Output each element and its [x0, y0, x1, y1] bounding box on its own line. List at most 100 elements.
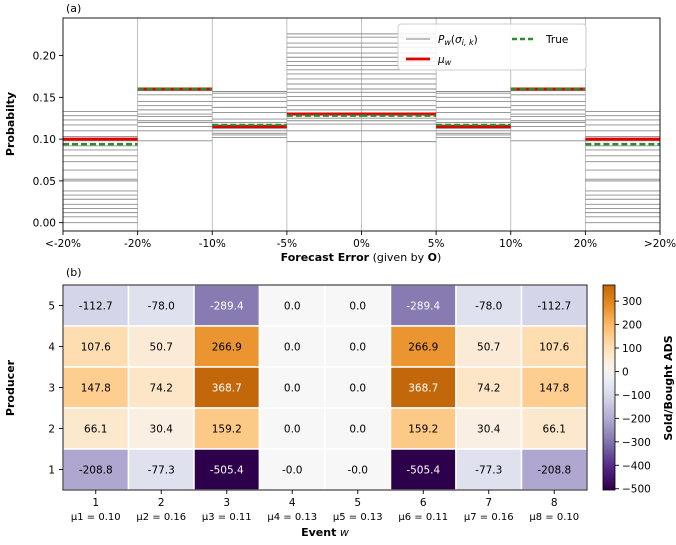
heatmap-cell-value: 74.2 [150, 383, 173, 395]
heatmap-cell [193, 366, 261, 409]
heatmap-x-sublabel: μ6 = 0.11 [398, 512, 448, 523]
heatmap-x-tick-label: 2 [158, 497, 165, 509]
panel-a-y-axis-label: Probabilty [4, 92, 17, 156]
heatmap-cell [389, 407, 457, 450]
panel-a-x-ticks: <-20% -20% -10% -5% 0% 5% 10% 20% >20% [45, 231, 676, 250]
panel-a-label: (a) [66, 2, 81, 15]
heatmap-y-ticks: 5 4 3 2 1 [48, 301, 63, 477]
heatmap-cell-value: -78.0 [148, 301, 175, 313]
x-tick-label: 20% [574, 238, 597, 250]
heatmap-x-tick-label: 6 [420, 497, 427, 509]
panel-a-legend: Pw(σi, k) True μw [397, 23, 587, 71]
heatmap-x-sublabel: μ4 = 0.13 [267, 512, 317, 523]
heatmap-cell-value: 74.2 [477, 383, 500, 395]
heatmap-cell-value: 159.2 [212, 424, 242, 436]
heatmap-cells: -112.7 -78.0 -289.4 0.0 0.0 -289.4 -78.0 -112.7… [62, 284, 588, 491]
panel-b-y-axis-label: Producer [4, 359, 17, 416]
x-tick-label: -5% [277, 238, 297, 250]
heatmap-cell [324, 366, 392, 409]
heatmap-cell [193, 325, 261, 368]
heatmap-cell [62, 284, 130, 327]
heatmap-cell-value: -289.4 [406, 301, 440, 313]
panel-b-x-axis-label: Event w [301, 526, 349, 539]
y-tick-label: 0.10 [33, 134, 56, 146]
heatmap-y-tick-label: 5 [48, 301, 55, 313]
colorbar [602, 284, 616, 491]
y-tick-label: 0.20 [33, 51, 56, 63]
heatmap-cell-value: 368.7 [212, 383, 242, 395]
legend-label-true: True [545, 34, 568, 46]
colorbar-tick-label: 200 [622, 320, 642, 332]
heatmap-cell-value: 30.4 [150, 424, 174, 436]
colorbar-tick-label: −400 [622, 460, 651, 472]
heatmap-cell [193, 448, 261, 491]
heatmap-cell-value: 0.0 [284, 301, 301, 313]
heatmap-cell [127, 366, 195, 409]
heatmap-cell [62, 407, 130, 450]
y-tick-label: 0.00 [33, 218, 56, 230]
colorbar-tick-label: −300 [622, 437, 651, 449]
heatmap-cell-value: 107.6 [81, 342, 111, 354]
panel-b-x-axis-label-main: Event [301, 526, 336, 539]
heatmap-cell-value: 0.0 [349, 424, 366, 436]
heatmap-x-tick-label: 1 [92, 497, 99, 509]
panel-b-heatmap: (b) -112.7 -78.0 -289.4 0.0 0.0 -289.4 -78.0 -1… [4, 266, 675, 539]
heatmap-cell-value: 0.0 [284, 383, 301, 395]
heatmap-x-tick-label: 4 [289, 497, 296, 509]
heatmap-cell-value: 30.4 [477, 424, 501, 436]
panel-a-y-ticks: 0.00 0.05 0.10 0.15 0.20 [33, 51, 63, 230]
legend-label-mu: μw [437, 54, 452, 67]
colorbar-tick-label: −500 [622, 484, 651, 496]
panel-a-x-axis-label: Forecast Error (given by O) [281, 251, 442, 264]
heatmap-cell-value: 0.0 [284, 342, 301, 354]
colorbar-label: Sold/Bought ADS [662, 335, 675, 440]
heatmap-cell [324, 448, 392, 491]
panel-a-x-axis-label-close: ) [437, 251, 441, 264]
heatmap-cell-value: -289.4 [210, 301, 244, 313]
heatmap-cell-value: 0.0 [349, 301, 366, 313]
heatmap-x-tick-label: 3 [223, 497, 230, 509]
heatmap-x-sublabel: μ3 = 0.11 [202, 512, 252, 523]
heatmap-cell-value: -112.7 [537, 301, 571, 313]
panel-a-true-series [63, 87, 660, 146]
heatmap-cell-value: -505.4 [210, 465, 244, 477]
heatmap-cell [389, 284, 457, 327]
heatmap-cell [62, 366, 130, 409]
panel-b-label: (b) [66, 266, 82, 279]
heatmap-y-tick-label: 3 [48, 383, 55, 395]
colorbar-tick-label: −100 [622, 390, 651, 402]
heatmap-cell-value: 266.9 [212, 342, 242, 354]
colorbar-tick-label: −200 [622, 413, 651, 425]
heatmap-cell-value: 159.2 [408, 424, 438, 436]
heatmap-cell-value: 50.7 [477, 342, 500, 354]
heatmap-y-tick-label: 1 [48, 465, 55, 477]
heatmap-cell [455, 325, 523, 368]
panel-a-probability-chart: (a) 0.00 0.05 0.10 0.15 0.20 <-20% -20% -10% -5… [4, 2, 676, 264]
heatmap-x-tick-label: 7 [485, 497, 492, 509]
legend-box [397, 23, 587, 71]
heatmap-cell-value: 147.8 [81, 383, 111, 395]
heatmap-cell-value: 50.7 [150, 342, 173, 354]
heatmap-cell [258, 448, 326, 491]
heatmap-cell [258, 325, 326, 368]
heatmap-cell-value: -112.7 [79, 301, 113, 313]
heatmap-x-tick-label: 5 [354, 497, 361, 509]
heatmap-cell-value: -78.0 [475, 301, 502, 313]
heatmap-cell-value: -77.3 [148, 465, 175, 477]
heatmap-cell [193, 407, 261, 450]
heatmap-x-sublabel: μ5 = 0.13 [333, 512, 383, 523]
heatmap-cell-value: -0.0 [348, 465, 369, 477]
heatmap-cell-value: 66.1 [543, 424, 566, 436]
heatmap-cell-value: 266.9 [408, 342, 438, 354]
x-tick-label: <-20% [45, 238, 81, 250]
panel-a-x-axis-label-main: Forecast Error [281, 251, 370, 264]
heatmap-x-sublabel: μ2 = 0.16 [136, 512, 186, 523]
x-tick-label: >20% [644, 238, 676, 250]
heatmap-x-tick-label: 8 [551, 497, 558, 509]
colorbar-ticks: 300 200 100 0 −100 −200 −300 −400 −500 [615, 296, 651, 496]
heatmap-cell-value: 0.0 [349, 383, 366, 395]
panel-a-scenario-lines [63, 33, 660, 224]
heatmap-cell-value: 147.8 [539, 383, 569, 395]
y-tick-label: 0.05 [33, 176, 56, 188]
